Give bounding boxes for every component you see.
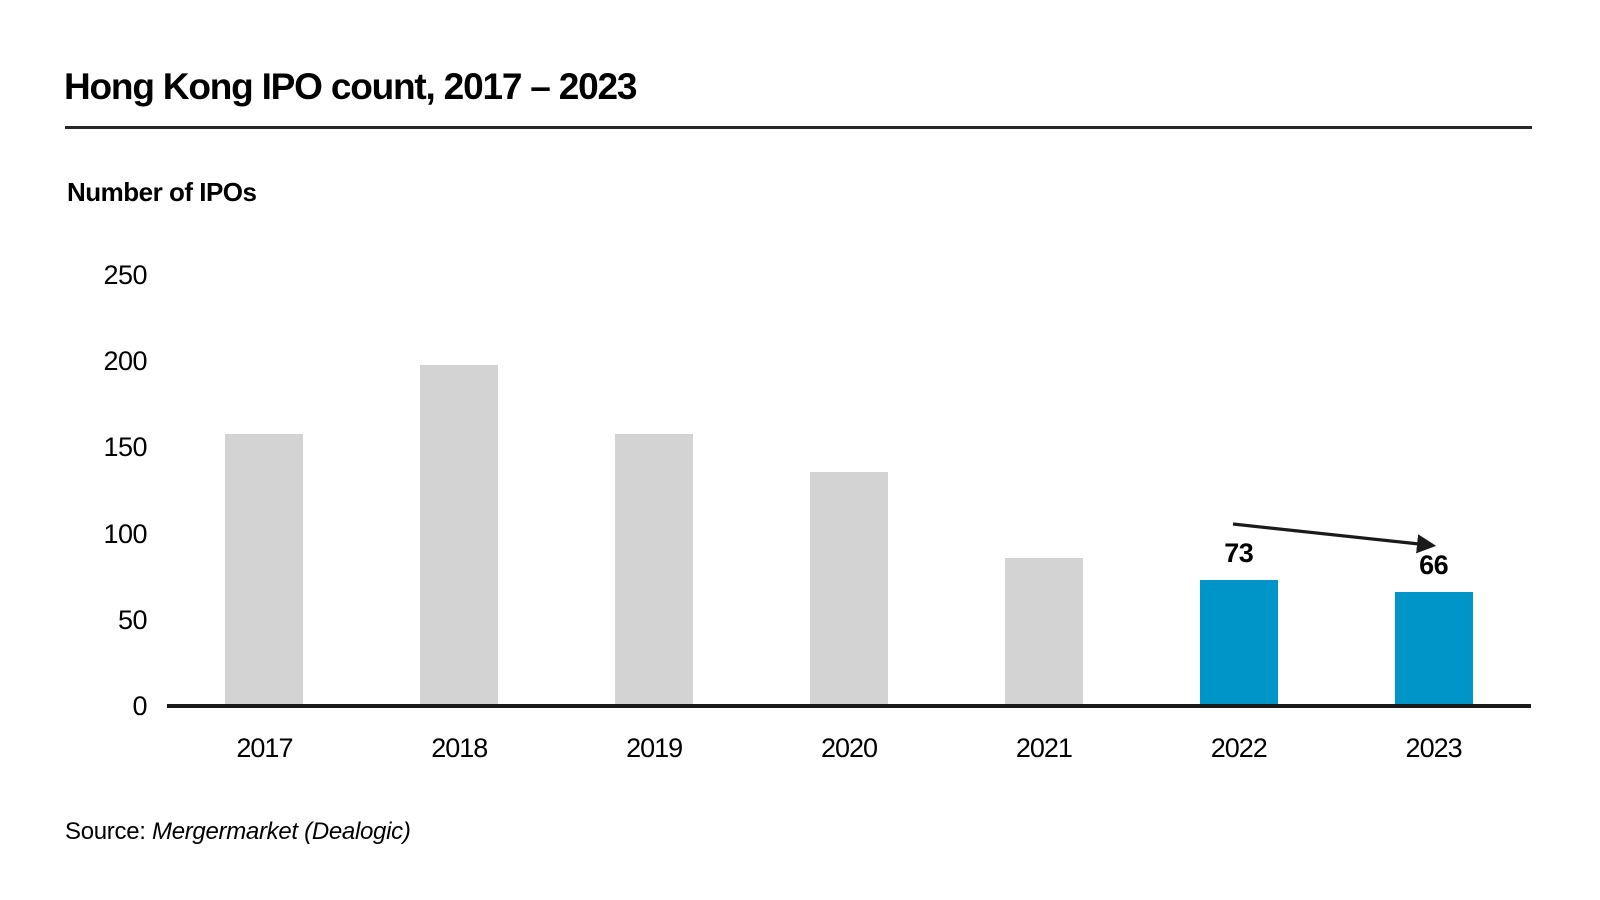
x-axis-label-2017: 2017 — [236, 733, 293, 763]
bar-column-2019 — [557, 275, 752, 706]
bar-2017 — [225, 433, 304, 706]
y-tick-100: 100 — [103, 518, 147, 549]
y-tick-250: 250 — [103, 260, 147, 290]
bar-column-2018 — [362, 275, 557, 706]
source-prefix: Source: — [65, 818, 146, 845]
bar-2021 — [1004, 557, 1083, 706]
y-tick-50: 50 — [117, 604, 148, 635]
x-axis-label-2021: 2021 — [1015, 733, 1073, 763]
source-text: Mergermarket (Dealogic) — [152, 818, 411, 845]
chart-title: Hong Kong IPO count, 2017 – 2023 — [64, 66, 637, 107]
x-axis-label-2018: 2018 — [431, 733, 488, 763]
bar-2020 — [810, 471, 888, 706]
bar-2019 — [615, 433, 694, 706]
x-axis-labels: 2017 2018 2019 2020 2021 2022 2023 — [167, 732, 1531, 764]
bar-value-label-2023: 66 — [1419, 550, 1449, 581]
source-line: Source: Mergermarket (Dealogic) — [65, 818, 411, 846]
x-axis-label-2020: 2020 — [820, 733, 878, 763]
bar-column-2022: 73 — [1141, 275, 1336, 706]
bar-2023 — [1394, 592, 1473, 706]
x-axis-label-2023: 2023 — [1405, 733, 1463, 763]
x-axis-label-2022: 2022 — [1210, 733, 1268, 763]
title-underline — [65, 126, 1532, 129]
bar-column-2023: 66 — [1336, 275, 1531, 706]
y-tick-150: 150 — [103, 432, 147, 463]
bar-column-2017 — [167, 275, 362, 706]
y-axis-ticks: 0 50 100 150 200 250 — [40, 261, 148, 720]
y-tick-0: 0 — [132, 691, 147, 721]
x-axis-line — [167, 704, 1531, 708]
bar-column-2020 — [752, 275, 947, 706]
y-axis-title: Number of IPOs — [67, 177, 257, 207]
bar-2018 — [420, 364, 499, 706]
bar-value-label-2022: 73 — [1224, 538, 1254, 569]
plot-area: 73 66 — [167, 275, 1531, 706]
x-axis-label-2019: 2019 — [626, 733, 683, 763]
y-tick-200: 200 — [103, 346, 147, 377]
bar-2022 — [1199, 580, 1278, 706]
bar-column-2021 — [946, 275, 1141, 706]
